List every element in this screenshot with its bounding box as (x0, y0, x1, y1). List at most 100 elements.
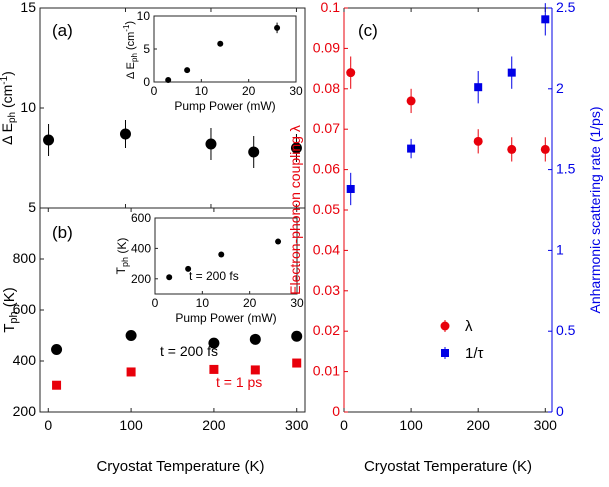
panel-b-inset-ytick-label: 400 (131, 241, 151, 255)
panel-b-data-point-1ps (250, 365, 260, 375)
panel-c-left-ytick-label: 0.04 (313, 241, 340, 257)
panel-c-data-point-lambda (473, 136, 483, 146)
panel-c-data-point-rate (507, 68, 516, 77)
panel-a-inset-xtick-label: 20 (242, 84, 256, 98)
panel-b-data-point-200fs (51, 344, 63, 356)
panel-a-ytick-label: 15 (20, 0, 36, 15)
panel-b-data-point-1ps (209, 364, 219, 374)
panel-c-label: (c) (358, 21, 378, 40)
panel-a-inset-data-point (165, 77, 172, 84)
panel-c-right-ytick-label: 1 (556, 241, 564, 257)
panel-c-xlabel: Cryostat Temperature (K) (364, 458, 532, 475)
panel-a-inset-frame (153, 15, 297, 83)
panel-b-ylabel: Tph (K) (1, 287, 20, 333)
panel-b-ytick-label: 400 (13, 352, 37, 368)
panel-a-data-point (290, 142, 302, 154)
panel-a-inset-xtick-label: 30 (289, 84, 303, 98)
panel-a-ytick-label: 5 (28, 199, 36, 215)
panel-a-inset-data-point (184, 67, 191, 74)
panel-b-xlabel: Cryostat Temperature (K) (96, 458, 264, 475)
panel-b-series-label-1ps: t = 1 ps (216, 374, 262, 390)
panel-a-ylabel: Δ Eph (cm-1) (0, 71, 18, 145)
panel-b-inset-xlabel: Pump Power (mW) (175, 311, 276, 325)
panel-c-right-ytick-label: 2 (556, 80, 564, 96)
panel-c-left-ytick-label: 0.06 (313, 161, 340, 177)
panel-c-data-point-rate (407, 144, 416, 153)
panel-c-left-ytick-label: 0.1 (321, 0, 341, 15)
panel-b-xtick-label: 100 (119, 417, 143, 433)
panel-a-inset-xlabel: Pump Power (mW) (174, 99, 275, 113)
panel-c-left-ytick-label: 0.08 (313, 80, 340, 96)
panel-b-ytick-label: 800 (13, 250, 37, 266)
panel-b-xtick-label: 0 (44, 417, 52, 433)
panel-a-inset-data-point (274, 24, 281, 31)
panel-b-data-point-1ps (52, 380, 62, 390)
panel-c-left-ytick-label: 0.03 (313, 282, 340, 298)
panel-c-left-ytick-label: 0.09 (313, 39, 340, 55)
panel-a-inset-xtick-label: 10 (195, 84, 209, 98)
panel-c-data-point-lambda (540, 144, 550, 154)
panel-c-xtick-label: 100 (399, 417, 423, 433)
panel-c-left-ytick-label: 0.05 (313, 201, 340, 217)
panel-a-label: (a) (52, 21, 73, 40)
panel-c-left-ytick-label: 0.01 (313, 363, 340, 379)
panel-b-inset-xtick-label: 0 (152, 296, 159, 310)
panel-c-data-point-lambda (346, 68, 356, 78)
panel-a-data-point (43, 134, 55, 146)
panel-c-ylabel-left: Electron-phonon coupling λ (287, 125, 303, 295)
panel-b-inset-frame (154, 217, 298, 295)
panel-b-data-point-200fs (291, 330, 303, 342)
panel-a-inset-data-point (217, 40, 224, 47)
panel-b-data-point-1ps (126, 367, 136, 377)
panel-b-inset-data-point (166, 274, 173, 281)
panel-c-right-ytick-label: 1.5 (556, 161, 576, 177)
panel-c-data-point-lambda (406, 96, 416, 106)
panel-b-ytick-label: 200 (13, 403, 37, 419)
panel-b-data-point-200fs (125, 330, 137, 341)
panel-b-inset-xtick-label: 20 (243, 296, 257, 310)
panel-c-data-point-rate (541, 15, 550, 24)
legend-label-lambda: λ (465, 318, 473, 335)
panel-b-inset-annotation: t = 200 fs (189, 269, 239, 283)
panel-c-xtick-label: 0 (340, 417, 348, 433)
panel-a-inset-ylabel: Δ Eph (cm-1) (122, 21, 139, 79)
panel-a-data-point (248, 146, 260, 158)
panel-b-inset-ytick-label: 600 (131, 211, 151, 225)
panel-b-data-point-200fs (208, 337, 220, 349)
panel-c-data-point-rate (474, 83, 483, 92)
panel-c-right-ytick-label: 0 (556, 403, 564, 419)
panel-b-inset-ytick-label: 200 (131, 272, 151, 286)
panel-c-left-ytick-label: 0.07 (313, 120, 340, 136)
panel-c-ylabel-right: Anharmonic scattering rate (1/ps) (587, 107, 603, 314)
panel-b-inset-data-point (275, 238, 282, 245)
legend-label-rate: 1/τ (465, 345, 484, 362)
panel-b-inset-xtick-label: 10 (196, 296, 210, 310)
panel-a-inset-ytick-label: 5 (143, 42, 150, 56)
panel-b-series-label-200fs: t = 200 fs (160, 343, 218, 359)
panel-a-inset-ytick-label: 10 (137, 9, 151, 23)
panel-b-label: (b) (52, 223, 73, 242)
panel-c-data-point-lambda (507, 144, 517, 154)
panel-a-data-point (119, 128, 131, 140)
panel-b-xtick-label: 200 (202, 417, 226, 433)
panel-c-xtick-label: 200 (467, 417, 491, 433)
panel-c-right-ytick-label: 2.5 (556, 0, 576, 15)
panel-c-left-ytick-label: 0.02 (313, 322, 340, 338)
panel-a-data-point (205, 138, 217, 150)
panel-a-ytick-label: 10 (20, 99, 36, 115)
panel-c-xtick-label: 300 (534, 417, 558, 433)
legend-marker-lambda (440, 321, 450, 331)
legend-marker-rate (441, 349, 449, 357)
panel-a-inset-xtick-label: 0 (151, 84, 158, 98)
panel-b-inset-data-point (185, 265, 192, 272)
panel-b-inset-ylabel: Tph (K) (114, 238, 130, 275)
panel-c-data-point-rate (346, 184, 355, 193)
panel-c-left-ytick-label: 0 (332, 403, 340, 419)
panel-b-ytick-label: 600 (13, 301, 37, 317)
panel-b-data-point-1ps (292, 358, 302, 368)
panel-a-inset-ytick-label: 0 (143, 75, 150, 89)
panel-b-inset-data-point (218, 251, 225, 258)
panel-b-xtick-label: 300 (285, 417, 309, 433)
panel-b-inset-xtick-label: 30 (290, 296, 304, 310)
panel-c-right-ytick-label: 0.5 (556, 322, 576, 338)
